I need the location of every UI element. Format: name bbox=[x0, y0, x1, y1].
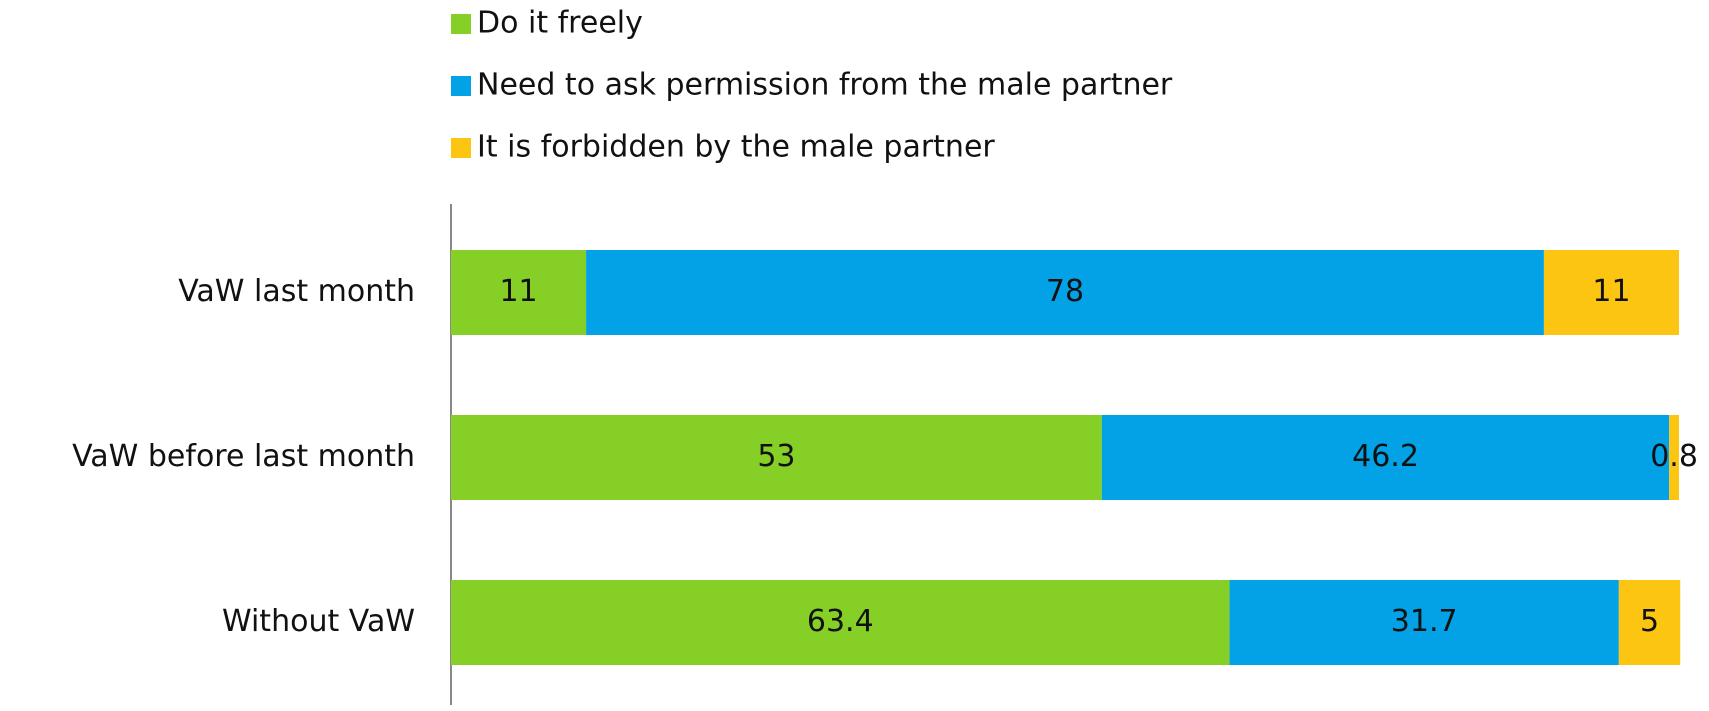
y-tick-label: VaW before last month bbox=[72, 439, 415, 474]
legend-label: Need to ask permission from the male par… bbox=[477, 68, 1173, 103]
bar-segment bbox=[451, 580, 1230, 665]
bar-segment bbox=[451, 415, 1102, 500]
data-label: 78 bbox=[1046, 274, 1084, 309]
legend-label: Do it freely bbox=[477, 6, 643, 41]
data-label: 0.8 bbox=[1650, 439, 1698, 474]
y-tick-label: VaW last month bbox=[178, 274, 415, 309]
legend-swatch bbox=[451, 76, 471, 96]
bar-segment bbox=[1618, 580, 1681, 665]
y-tick-label: Without VaW bbox=[222, 604, 415, 639]
data-label: 53 bbox=[757, 439, 795, 474]
bar-segment bbox=[451, 250, 587, 335]
legend-swatch bbox=[451, 138, 471, 158]
bar-segment bbox=[1543, 250, 1679, 335]
bar-segment bbox=[1101, 415, 1670, 500]
data-label: 31.7 bbox=[1391, 604, 1458, 639]
legend-swatch bbox=[451, 14, 471, 34]
bar-segment bbox=[1229, 580, 1619, 665]
data-label: 11 bbox=[499, 274, 537, 309]
data-label: 46.2 bbox=[1352, 439, 1419, 474]
bar-segment bbox=[1669, 415, 1679, 500]
legend-label: It is forbidden by the male partner bbox=[477, 130, 995, 165]
data-label: 63.4 bbox=[807, 604, 874, 639]
data-label: 5 bbox=[1640, 604, 1659, 639]
bar-segment bbox=[586, 250, 1544, 335]
data-label: 11 bbox=[1592, 274, 1630, 309]
